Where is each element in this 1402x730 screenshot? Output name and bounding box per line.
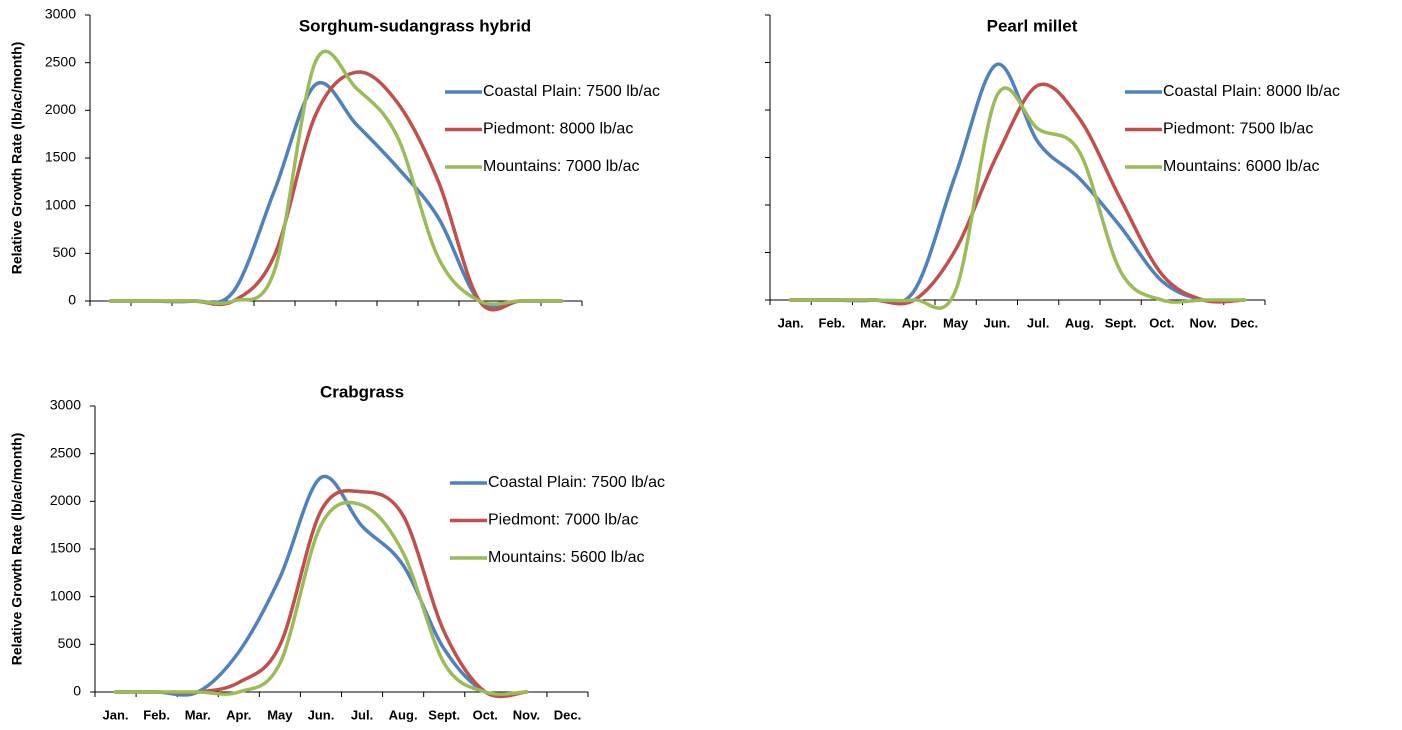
- x-tick-label: Jan.: [778, 315, 804, 330]
- x-tick-label: May: [943, 315, 969, 330]
- x-tick-label: Oct.: [473, 707, 498, 722]
- chart-title: Pearl millet: [987, 16, 1078, 35]
- x-tick-label: Mar.: [185, 707, 211, 722]
- y-axis-label: Relative Growth Rate (lb/ac/month): [9, 433, 25, 666]
- y-tick-label: 2500: [45, 53, 76, 69]
- y-tick-label: 0: [73, 683, 81, 699]
- x-tick-label: Jun.: [308, 707, 335, 722]
- series-line: [788, 82, 1247, 306]
- x-tick-label: Sept.: [428, 707, 460, 722]
- y-tick-label: 3000: [50, 397, 81, 413]
- legend-label: Coastal Plain: 7500 lb/ac: [488, 474, 665, 491]
- legend-label: Piedmont: 8000 lb/ac: [483, 121, 633, 138]
- x-tick-label: Aug.: [1065, 315, 1094, 330]
- y-tick-label: 500: [58, 635, 82, 651]
- x-tick-label: Nov.: [1190, 315, 1217, 330]
- y-tick-label: 3000: [45, 6, 76, 22]
- y-tick-label: 2500: [50, 444, 81, 460]
- y-tick-label: 500: [53, 244, 77, 260]
- legend-label: Coastal Plain: 8000 lb/ac: [1163, 83, 1340, 100]
- legend-label: Mountains: 5600 lb/ac: [488, 549, 645, 566]
- y-tick-label: 2000: [50, 492, 81, 508]
- series-line: [108, 80, 564, 309]
- legend-label: Piedmont: 7000 lb/ac: [488, 512, 638, 529]
- legend-label: Mountains: 6000 lb/ac: [1163, 158, 1320, 175]
- x-tick-label: Apr.: [226, 707, 251, 722]
- y-tick-label: 2000: [45, 101, 76, 117]
- series-line: [108, 49, 564, 306]
- legend-label: Coastal Plain: 7500 lb/ac: [483, 83, 660, 100]
- y-tick-label: 1000: [50, 587, 81, 603]
- y-tick-label: 1500: [45, 149, 76, 165]
- y-axis-label: Relative Growth Rate (lb/ac/month): [9, 42, 25, 275]
- x-tick-label: Feb.: [819, 315, 846, 330]
- x-tick-label: Oct.: [1149, 315, 1174, 330]
- x-tick-label: Dec.: [554, 707, 581, 722]
- x-tick-label: Feb.: [143, 707, 170, 722]
- x-tick-label: Jul.: [351, 707, 373, 722]
- series-line: [113, 500, 529, 696]
- legend-label: Piedmont: 7500 lb/ac: [1163, 121, 1313, 138]
- x-tick-label: Nov.: [513, 707, 540, 722]
- series-line: [108, 70, 564, 312]
- x-tick-label: May: [267, 707, 293, 722]
- chart-title: Sorghum-sudangrass hybrid: [299, 16, 531, 35]
- x-tick-label: Aug.: [389, 707, 418, 722]
- x-tick-label: Sept.: [1105, 315, 1137, 330]
- y-tick-label: 1500: [50, 540, 81, 556]
- y-tick-label: 1000: [45, 196, 76, 212]
- x-tick-label: Dec.: [1231, 315, 1258, 330]
- x-tick-label: Apr.: [902, 315, 927, 330]
- x-tick-label: Mar.: [860, 315, 886, 330]
- x-tick-label: Jan.: [103, 707, 129, 722]
- x-tick-label: Jul.: [1027, 315, 1049, 330]
- legend-label: Mountains: 7000 lb/ac: [483, 158, 640, 175]
- x-tick-label: Jun.: [984, 315, 1011, 330]
- series-line: [788, 86, 1247, 310]
- chart-title: Crabgrass: [320, 382, 404, 401]
- y-tick-label: 0: [68, 292, 76, 308]
